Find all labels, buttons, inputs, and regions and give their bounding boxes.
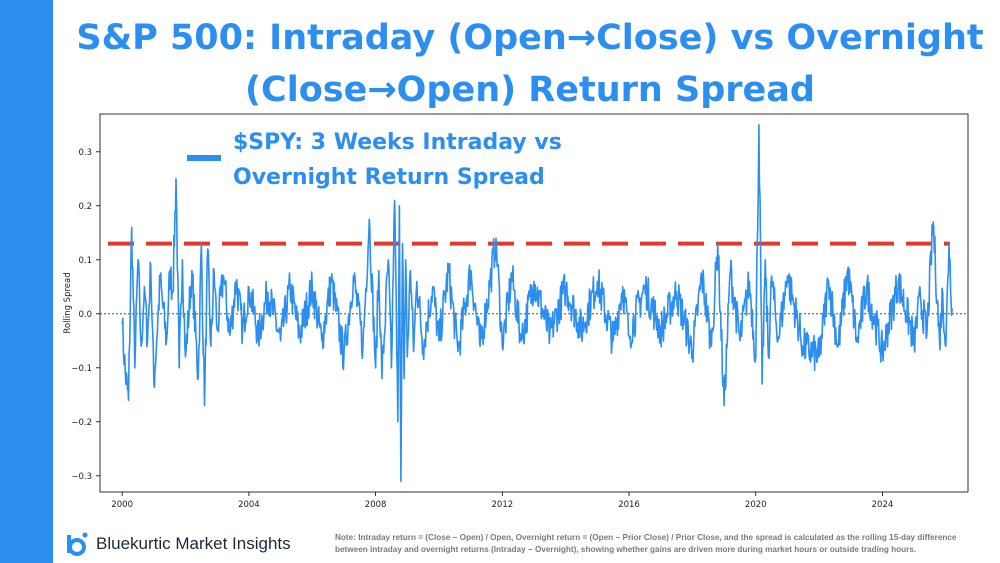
x-tick-label: 2012: [492, 500, 514, 510]
x-tick-label: 2024: [872, 500, 894, 510]
series-group: [121, 124, 953, 483]
side-accent-bar: [0, 0, 53, 563]
brand-name: Bluekurtic Market Insights: [96, 534, 291, 553]
plot-frame: [99, 113, 969, 493]
chart-title-line-1: S&P 500: Intraday (Open→Close) vs Overni…: [76, 18, 984, 58]
series-line: [121, 124, 953, 483]
brand-logo-icon: [67, 532, 88, 556]
footnote-line-1: Note: Intraday return = (Close − Open) /…: [335, 533, 957, 542]
x-tick-label: 2016: [618, 500, 640, 510]
y-tick-label: −0.3: [71, 472, 92, 482]
y-axis-label: Rolling Spread: [63, 272, 73, 333]
brand: Bluekurtic Market Insights: [64, 530, 291, 558]
x-tick-label: 2004: [238, 500, 260, 510]
y-tick-label: −0.2: [71, 418, 92, 428]
y-tick-label: 0.2: [78, 202, 92, 212]
legend-label-line-1: $SPY: 3 Weeks Intraday vs: [233, 130, 562, 155]
footnote: Note: Intraday return = (Close − Open) /…: [335, 532, 975, 556]
axes-group: −0.3 −0.2 −0.1 0.0 0.1 0.2 0.3 2000 2004 2008 2012…: [63, 113, 969, 510]
y-tick-label: 0.3: [78, 148, 92, 158]
x-tick-label: 2008: [365, 500, 387, 510]
chart-title: S&P 500: Intraday (Open→Close) vs Overni…: [60, 12, 1000, 116]
legend-label-line-2: Overnight Return Spread: [233, 165, 545, 190]
reference-lines-group: [100, 241, 968, 315]
legend-label: $SPY: 3 Weeks Intraday vs Overnight Retu…: [233, 125, 562, 195]
y-tick-label: 0.0: [78, 310, 92, 320]
y-tick-label: 0.1: [78, 256, 92, 266]
x-tick-label: 2020: [745, 500, 767, 510]
y-tick-label: −0.1: [71, 364, 92, 374]
x-tick-label: 2000: [111, 500, 133, 510]
chart-title-line-2: (Close→Open) Return Spread: [245, 70, 815, 110]
footnote-line-2: between intraday and overnight returns (…: [335, 545, 917, 554]
